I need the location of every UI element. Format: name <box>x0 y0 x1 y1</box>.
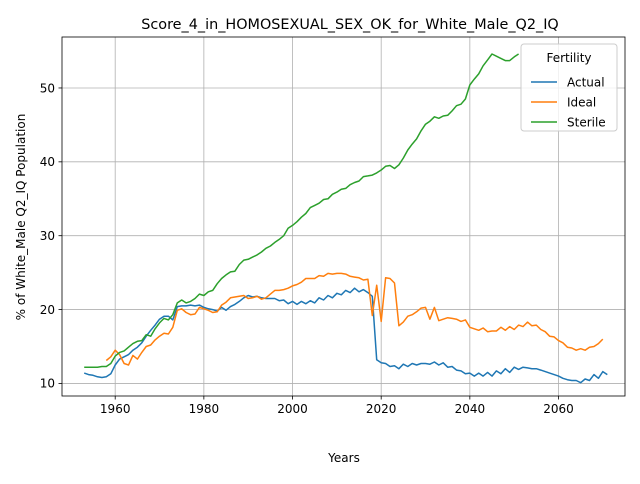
x-tick-label: 1960 <box>100 402 131 416</box>
x-tick-label: 2020 <box>366 402 397 416</box>
legend-box <box>520 43 618 132</box>
x-tick-label: 2060 <box>543 402 574 416</box>
x-tick-label: 1980 <box>189 402 220 416</box>
y-tick-label: 10 <box>40 377 55 391</box>
legend: Fertility Actual Ideal Sterile <box>520 43 618 132</box>
series-lines <box>83 53 608 384</box>
series-line-sterile <box>84 53 520 368</box>
y-axis-label: % of White_Male Q2_IQ Population <box>14 114 28 321</box>
x-axis-ticks: 1960 1980 2000 2020 2040 2060 <box>100 396 574 416</box>
legend-label-ideal: Ideal <box>567 95 596 109</box>
y-axis-ticks: 10 20 30 40 50 <box>40 81 62 391</box>
y-tick-label: 50 <box>40 81 55 95</box>
x-tick-label: 2040 <box>455 402 486 416</box>
series-line-actual <box>83 287 608 384</box>
legend-title: Fertility <box>546 51 591 65</box>
y-tick-label: 30 <box>40 229 55 243</box>
y-tick-label: 20 <box>40 303 55 317</box>
legend-label-actual: Actual <box>567 75 605 89</box>
series-line-ideal <box>105 272 604 366</box>
y-tick-label: 40 <box>40 155 55 169</box>
x-tick-label: 2000 <box>277 402 308 416</box>
chart-title: Score_4_in_HOMOSEXUAL_SEX_OK_for_White_M… <box>141 17 559 33</box>
x-axis-label: Years <box>327 451 360 465</box>
plot-area-frame <box>61 36 626 397</box>
legend-label-sterile: Sterile <box>567 115 606 129</box>
